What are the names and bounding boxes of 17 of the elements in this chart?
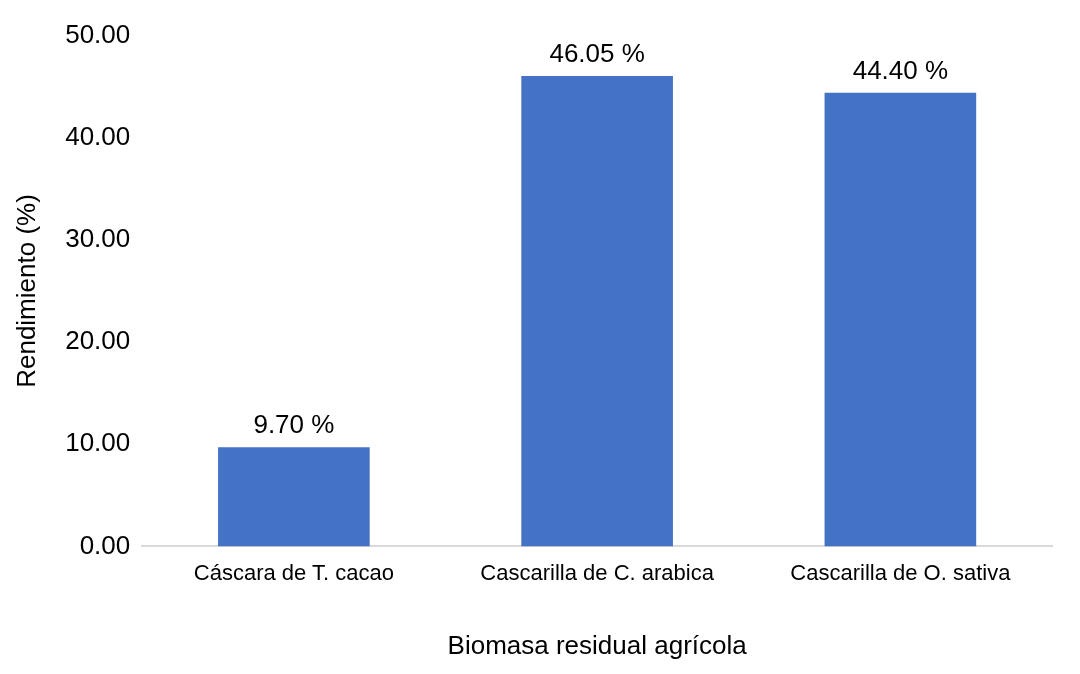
x-tick-label: Cascarilla de C. arabica [480, 559, 715, 585]
y-tick-label: 0.00 [79, 529, 131, 560]
data-label: 44.40 % [852, 54, 949, 85]
y-tick-label: 40.00 [65, 120, 131, 151]
data-label: 46.05 % [549, 38, 645, 69]
y-tick-label: 20.00 [65, 325, 131, 356]
bar [218, 447, 370, 547]
x-axis-title: Biomasa residual agrícola [447, 629, 748, 660]
y-tick-label: 10.00 [65, 427, 131, 458]
y-tick-label: 50.00 [65, 18, 131, 49]
x-tick-label: Cáscara de T. cacao [193, 559, 394, 585]
bar [521, 75, 673, 547]
data-label: 9.70 % [253, 409, 335, 440]
y-axis-title: Rendimiento (%) [10, 194, 41, 388]
bar [824, 92, 977, 547]
x-tick-label: Cascarilla de O. sativa [790, 559, 1012, 585]
y-tick-label: 30.00 [65, 223, 131, 254]
